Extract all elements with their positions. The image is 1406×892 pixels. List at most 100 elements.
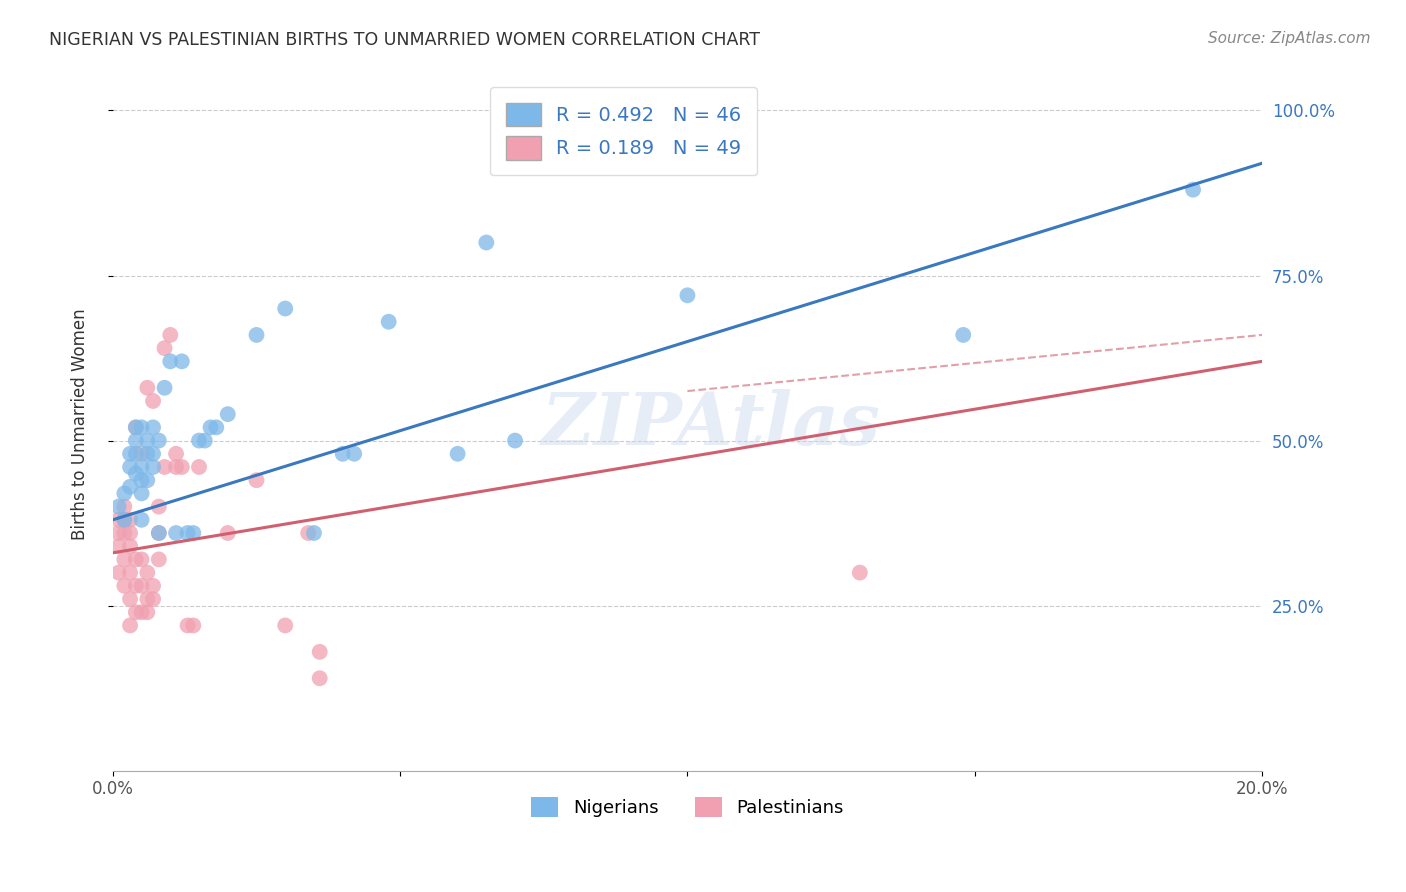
Point (165, 460, 187, 475)
Point (131, 605, 153, 619)
Point (308, 645, 330, 659)
Point (308, 671, 330, 685)
Point (131, 579, 153, 593)
Point (125, 605, 148, 619)
Legend: Nigerians, Palestinians: Nigerians, Palestinians (524, 789, 851, 824)
Point (217, 526, 239, 541)
Text: ZIPAtlas: ZIPAtlas (541, 389, 880, 459)
Point (125, 447, 148, 461)
Point (153, 381, 176, 395)
Point (120, 513, 142, 527)
Point (120, 480, 142, 494)
Point (131, 552, 153, 566)
Point (136, 381, 159, 395)
Point (245, 327, 267, 342)
Point (200, 420, 222, 434)
Point (120, 539, 142, 553)
Point (131, 486, 153, 500)
Point (136, 434, 159, 448)
Point (446, 447, 468, 461)
Y-axis label: Births to Unmarried Women: Births to Unmarried Women (72, 309, 89, 540)
Point (148, 434, 170, 448)
Point (165, 526, 187, 541)
Point (245, 473, 267, 487)
Point (148, 526, 170, 541)
Point (142, 420, 165, 434)
Point (176, 618, 198, 632)
Point (120, 618, 142, 632)
Point (120, 526, 142, 541)
Point (475, 235, 498, 250)
Point (120, 592, 142, 607)
Point (849, 566, 872, 580)
Point (148, 526, 170, 541)
Point (332, 447, 354, 461)
Point (159, 327, 181, 342)
Point (112, 500, 135, 514)
Point (107, 526, 129, 541)
Point (1182, 183, 1205, 197)
Point (159, 354, 181, 368)
Point (142, 447, 165, 461)
Point (142, 592, 165, 607)
Point (142, 579, 165, 593)
Point (125, 434, 148, 448)
Point (274, 618, 297, 632)
Point (153, 460, 176, 475)
Point (165, 447, 187, 461)
Point (952, 327, 974, 342)
Point (131, 473, 153, 487)
Point (112, 579, 135, 593)
Point (170, 354, 193, 368)
Point (136, 566, 159, 580)
Point (131, 460, 153, 475)
Text: NIGERIAN VS PALESTINIAN BIRTHS TO UNMARRIED WOMEN CORRELATION CHART: NIGERIAN VS PALESTINIAN BIRTHS TO UNMARR… (49, 31, 761, 49)
Point (107, 513, 129, 527)
Point (107, 539, 129, 553)
Point (153, 341, 176, 355)
Point (205, 420, 228, 434)
Point (107, 566, 129, 580)
Point (194, 434, 217, 448)
Point (377, 315, 399, 329)
Point (274, 301, 297, 316)
Point (125, 467, 148, 481)
Point (131, 420, 153, 434)
Point (112, 526, 135, 541)
Point (125, 579, 148, 593)
Point (170, 460, 193, 475)
Point (297, 526, 319, 541)
Point (217, 407, 239, 421)
Point (136, 605, 159, 619)
Point (112, 552, 135, 566)
Point (503, 434, 526, 448)
Point (112, 513, 135, 527)
Point (125, 420, 148, 434)
Point (302, 526, 325, 541)
Point (142, 460, 165, 475)
Point (120, 566, 142, 580)
Point (112, 486, 135, 500)
Point (148, 500, 170, 514)
Point (181, 618, 204, 632)
Point (176, 526, 198, 541)
Point (131, 447, 153, 461)
Point (107, 500, 129, 514)
Point (343, 447, 366, 461)
Point (676, 288, 699, 302)
Point (188, 460, 211, 475)
Point (125, 420, 148, 434)
Point (142, 394, 165, 409)
Point (131, 513, 153, 527)
Point (120, 460, 142, 475)
Point (136, 592, 159, 607)
Point (136, 473, 159, 487)
Point (136, 447, 159, 461)
Point (148, 552, 170, 566)
Point (188, 434, 211, 448)
Point (181, 526, 204, 541)
Point (125, 552, 148, 566)
Point (112, 513, 135, 527)
Text: Source: ZipAtlas.com: Source: ZipAtlas.com (1208, 31, 1371, 46)
Point (120, 447, 142, 461)
